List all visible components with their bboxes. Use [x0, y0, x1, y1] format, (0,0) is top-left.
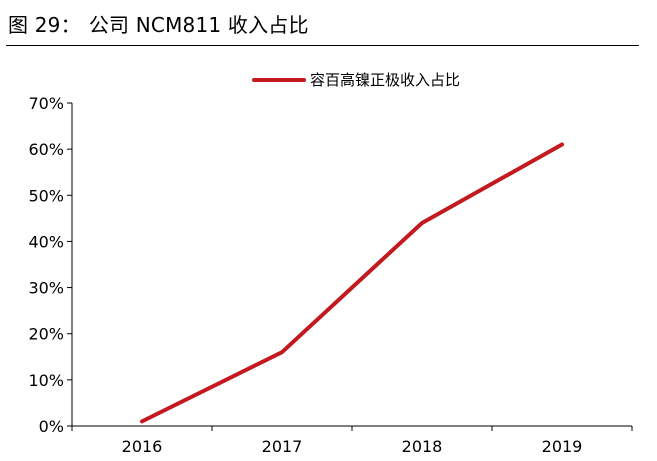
chart-title: 公司 NCM811 收入占比 [88, 12, 309, 37]
legend-label: 容百高镍正极收入占比 [310, 71, 460, 89]
y-tick-label: 50% [28, 186, 64, 205]
y-tick-label: 70% [28, 94, 64, 113]
legend: 容百高镍正极收入占比 [252, 71, 460, 89]
figure-header: 图 29： 公司 NCM811 收入占比 [8, 6, 309, 40]
figure-label: 图 29： [8, 12, 81, 37]
y-tick-label: 0% [39, 417, 64, 436]
series-layer [140, 142, 564, 424]
x-tick-label: 2017 [262, 437, 303, 456]
title-divider [6, 45, 639, 46]
x-tick-label: 2016 [122, 437, 163, 456]
x-tick-label: 2018 [402, 437, 443, 456]
y-tick-label: 40% [28, 232, 64, 251]
y-tick-label: 10% [28, 371, 64, 390]
axes: 0% 10% 20% 30% 40% 50% 60% 70% 2016 2017 2018 2019 [28, 94, 633, 456]
y-tick-label: 30% [28, 279, 64, 298]
series-line [140, 142, 564, 424]
x-tick-label: 2019 [542, 437, 583, 456]
y-tick-label: 20% [28, 325, 64, 344]
y-tick-label: 60% [28, 140, 64, 159]
